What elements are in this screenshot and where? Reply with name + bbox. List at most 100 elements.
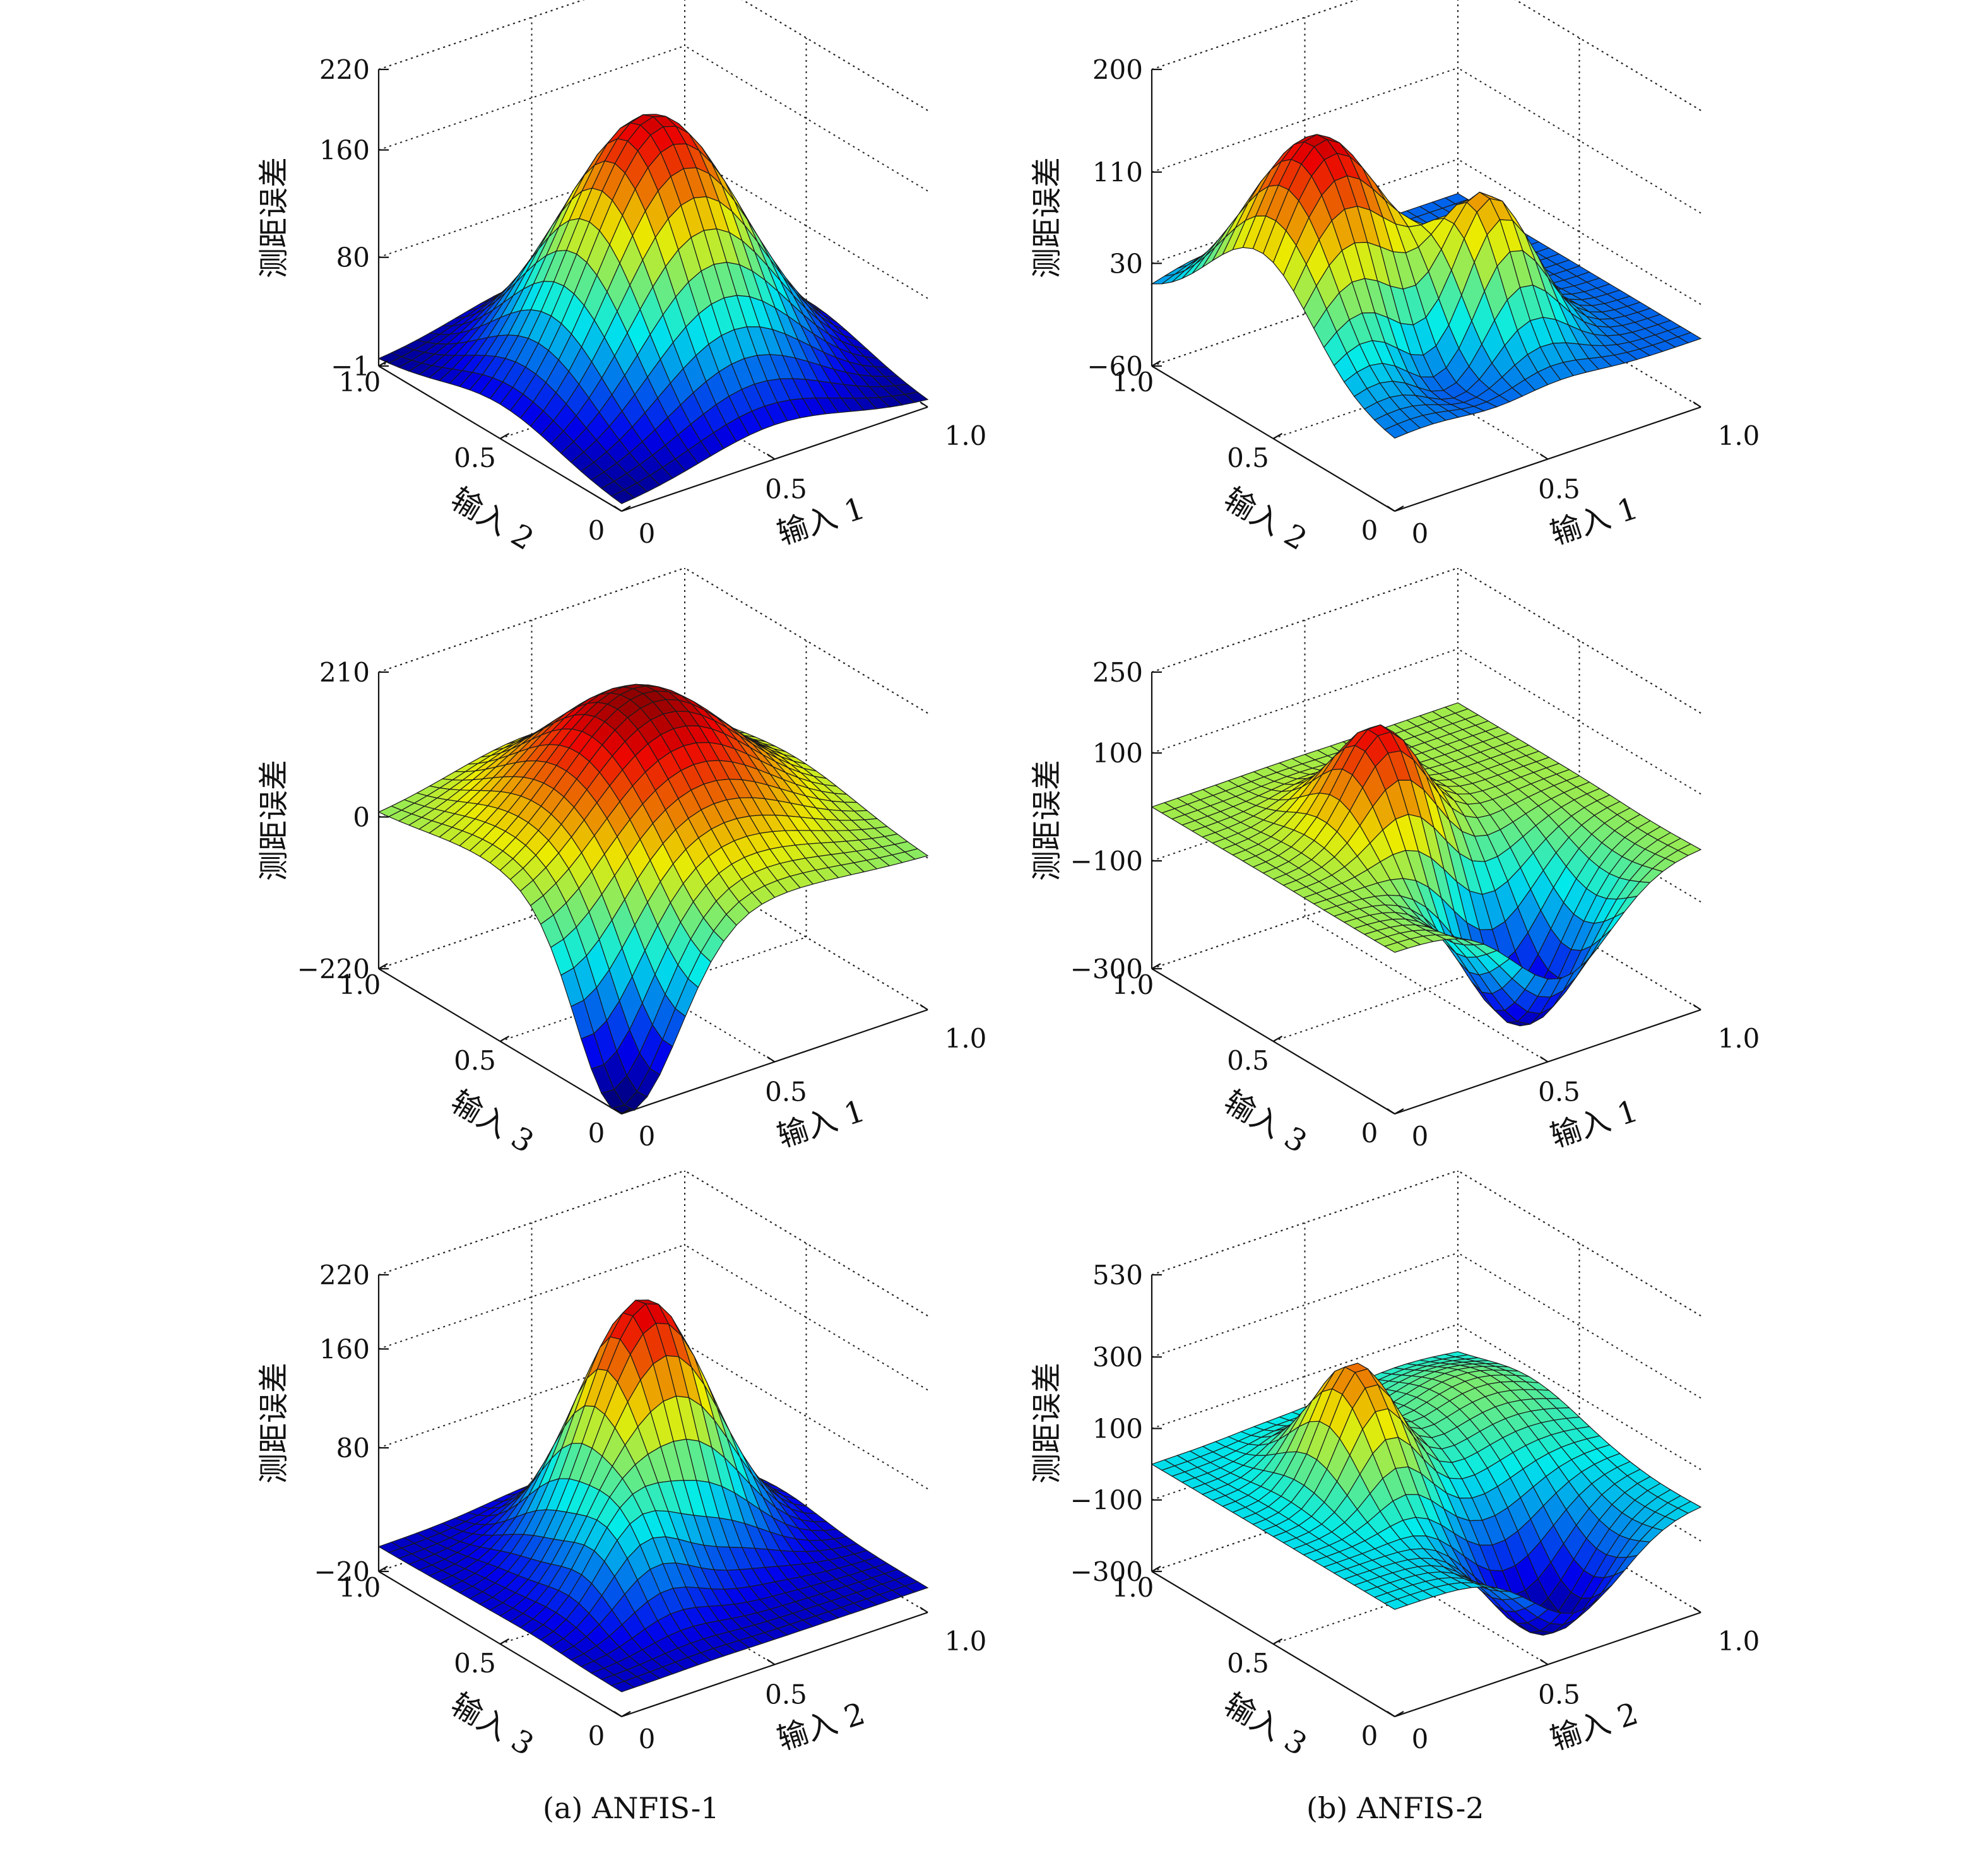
z-tick-label: 160 <box>319 1334 370 1365</box>
y-tick <box>499 1638 510 1645</box>
box-edge <box>1457 864 1701 1010</box>
surface-mesh <box>377 114 929 504</box>
x-tick-label: 0.5 <box>1538 474 1580 505</box>
x-tick <box>1693 401 1701 408</box>
y-tick-label: 0 <box>1361 1118 1378 1149</box>
back-wall-gridline <box>1457 756 1701 902</box>
x-tick-label: 1.0 <box>1718 1023 1760 1054</box>
x-tick-label: 0 <box>1412 1724 1429 1754</box>
y-tick <box>499 1036 510 1042</box>
surface-mesh <box>377 1299 929 1693</box>
floor-gridline <box>1304 313 1549 460</box>
y-tick-label: 0.5 <box>454 1648 496 1679</box>
x-tick-label: 0.5 <box>765 474 807 505</box>
z-tick-label: 250 <box>1092 657 1143 688</box>
surface-patch <box>1383 1599 1409 1610</box>
x-tick <box>1539 1056 1549 1063</box>
box-edge <box>1457 261 1701 408</box>
z-tick-label: −20 <box>314 1556 370 1587</box>
z-tick-label: 80 <box>336 1433 370 1464</box>
y-tick <box>621 506 631 512</box>
x-tick-label: 0.5 <box>765 1077 807 1108</box>
x-tick <box>920 401 928 408</box>
box-edge <box>1457 1170 1701 1316</box>
x-tick <box>613 506 622 512</box>
y-axis-title: 输入 3 <box>445 1686 540 1763</box>
x-tick <box>920 1004 928 1010</box>
box-edge <box>1515 0 1701 111</box>
x-tick <box>613 1108 622 1115</box>
x-tick <box>1387 1108 1395 1115</box>
z-tick-label: 30 <box>1109 248 1143 279</box>
y-tick-label: 0.5 <box>454 1045 496 1076</box>
y-tick-label: 0 <box>588 1720 605 1751</box>
z-tick-label: 220 <box>319 1260 370 1291</box>
back-wall-gridline <box>1457 648 1701 795</box>
surface-mesh <box>1150 134 1702 439</box>
box-edge <box>684 1170 928 1316</box>
y-axis-title: 输入 3 <box>1218 1686 1313 1763</box>
z-tick-label: −300 <box>1070 1556 1143 1587</box>
y-tick <box>378 360 388 367</box>
y-tick <box>1272 1036 1283 1042</box>
x-tick-label: 0.5 <box>765 1679 807 1710</box>
caption-anfis-1: (a) ANFIS-1 <box>543 1791 719 1825</box>
z-tick-label: 80 <box>336 242 370 273</box>
z-tick-label: 100 <box>1092 1413 1143 1444</box>
y-tick-label: 1.0 <box>1112 1572 1154 1603</box>
back-wall-gridline <box>1457 1252 1701 1399</box>
surface-mesh <box>1151 1351 1702 1636</box>
y-tick-label: 0 <box>1361 515 1378 546</box>
z-tick-label: 200 <box>1092 54 1143 85</box>
floor-gridline <box>1304 1518 1549 1665</box>
y-axis-title: 输入 2 <box>1218 481 1313 557</box>
back-wall-gridline <box>1457 158 1701 305</box>
y-tick-label: 0.5 <box>1227 1045 1269 1076</box>
x-tick <box>1387 506 1395 512</box>
surface-patch <box>610 1681 636 1693</box>
x-tick-label: 0 <box>639 1121 656 1152</box>
z-tick-label: −300 <box>1070 954 1143 985</box>
y-tick <box>1394 506 1404 512</box>
back-wall-gridline <box>684 45 928 192</box>
y-tick <box>1272 1638 1283 1645</box>
y-tick-label: 0 <box>588 1118 605 1149</box>
back-wall-gridline <box>684 152 928 299</box>
x-tick <box>1387 1711 1395 1717</box>
y-tick-label: 1.0 <box>339 969 381 1000</box>
back-wall-gridline <box>1457 1323 1701 1470</box>
x-tick <box>1539 453 1549 460</box>
x-tick <box>1539 1659 1549 1665</box>
x-tick-label: 0.5 <box>1538 1077 1580 1108</box>
x-tick <box>1693 1004 1701 1010</box>
floor-gridline <box>531 916 776 1063</box>
x-tick-label: 1.0 <box>945 1023 987 1054</box>
box-edge <box>684 567 928 714</box>
y-tick <box>1151 963 1161 969</box>
z-tick-label: 530 <box>1092 1260 1143 1291</box>
z-tick-label: 100 <box>1092 738 1143 769</box>
y-axis-title: 输入 2 <box>445 481 540 557</box>
box-edge <box>742 0 928 111</box>
back-wall-gridline <box>684 1343 928 1490</box>
y-tick-label: 0.5 <box>1227 1648 1269 1679</box>
surface-mesh <box>377 683 929 1114</box>
surface-patch <box>1383 423 1409 439</box>
z-tick-label: −60 <box>1087 351 1143 382</box>
x-tick-label: 0 <box>639 1724 656 1754</box>
y-tick-label: 0 <box>588 515 605 546</box>
x-tick-label: 1.0 <box>945 420 987 451</box>
x-tick-label: 1.0 <box>945 1626 987 1657</box>
surface-patch <box>610 489 636 504</box>
z-tick-label: 220 <box>319 54 370 85</box>
x-tick-label: 1.0 <box>1718 1626 1760 1657</box>
z-tick-label: 300 <box>1092 1342 1143 1373</box>
y-tick <box>378 963 388 969</box>
